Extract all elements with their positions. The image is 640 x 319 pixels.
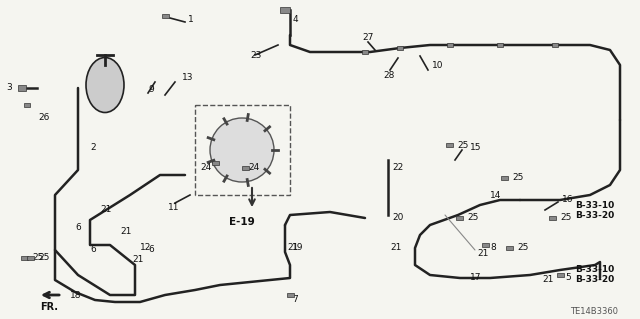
Bar — [500, 176, 508, 180]
Text: 11: 11 — [168, 204, 179, 212]
Text: 19: 19 — [292, 243, 303, 253]
Text: 3: 3 — [6, 84, 12, 93]
Text: 10: 10 — [432, 61, 444, 70]
Bar — [362, 50, 368, 54]
Text: 24: 24 — [200, 164, 211, 173]
Bar — [287, 293, 294, 297]
Bar — [456, 216, 463, 220]
Bar — [241, 166, 248, 170]
Text: 2: 2 — [90, 144, 95, 152]
Text: 16: 16 — [562, 196, 573, 204]
Text: E-19: E-19 — [229, 217, 255, 227]
Text: 21: 21 — [542, 276, 554, 285]
Bar — [552, 43, 558, 47]
Text: 18: 18 — [70, 292, 81, 300]
Text: 25: 25 — [467, 213, 478, 222]
Text: 13: 13 — [182, 73, 193, 83]
Text: 21: 21 — [477, 249, 488, 257]
Bar — [26, 256, 33, 260]
Bar — [445, 143, 452, 147]
Text: B-33-10: B-33-10 — [575, 201, 614, 210]
Text: 6: 6 — [90, 246, 96, 255]
Text: B-33-20: B-33-20 — [575, 276, 614, 285]
Text: 23: 23 — [250, 50, 261, 60]
Text: 25: 25 — [32, 254, 44, 263]
Text: 5: 5 — [565, 273, 571, 283]
Text: 21: 21 — [132, 256, 143, 264]
Text: 21: 21 — [287, 243, 298, 253]
Text: 21: 21 — [100, 205, 111, 214]
Bar — [548, 216, 556, 220]
Text: 24: 24 — [248, 164, 259, 173]
Text: 25: 25 — [457, 140, 468, 150]
Text: 14: 14 — [490, 190, 501, 199]
Bar — [447, 43, 453, 47]
Text: 25: 25 — [512, 174, 524, 182]
Text: 15: 15 — [470, 144, 481, 152]
Text: 22: 22 — [392, 164, 403, 173]
Text: 9: 9 — [148, 85, 154, 94]
Bar — [20, 256, 28, 260]
Text: 25: 25 — [560, 213, 572, 222]
Text: 6: 6 — [75, 224, 81, 233]
Bar — [18, 85, 26, 91]
Text: 8: 8 — [490, 243, 496, 253]
Ellipse shape — [86, 57, 124, 113]
Text: 28: 28 — [383, 70, 394, 79]
Text: 21: 21 — [120, 227, 131, 236]
Text: 6: 6 — [148, 246, 154, 255]
Text: 27: 27 — [362, 33, 373, 41]
Text: 26: 26 — [38, 114, 49, 122]
Bar — [481, 243, 488, 247]
Text: 20: 20 — [392, 213, 403, 222]
Bar — [161, 14, 168, 18]
Text: 12: 12 — [140, 243, 152, 253]
Text: FR.: FR. — [40, 302, 58, 312]
Text: B-33-20: B-33-20 — [575, 211, 614, 219]
Bar — [397, 46, 403, 50]
Bar — [497, 43, 503, 47]
Bar — [211, 161, 218, 165]
Text: 4: 4 — [293, 16, 299, 25]
Text: 25: 25 — [38, 254, 49, 263]
Text: B-33-10: B-33-10 — [575, 265, 614, 275]
Text: TE14B3360: TE14B3360 — [570, 308, 618, 316]
Bar — [24, 103, 30, 107]
Text: 21: 21 — [390, 243, 401, 253]
Text: 7: 7 — [292, 295, 298, 305]
Bar — [195, 105, 290, 195]
Bar — [280, 7, 290, 13]
Text: 17: 17 — [470, 273, 481, 283]
Circle shape — [210, 118, 274, 182]
Text: 25: 25 — [517, 243, 529, 253]
Bar — [557, 273, 563, 277]
Bar — [506, 246, 513, 250]
Text: 1: 1 — [188, 16, 194, 25]
